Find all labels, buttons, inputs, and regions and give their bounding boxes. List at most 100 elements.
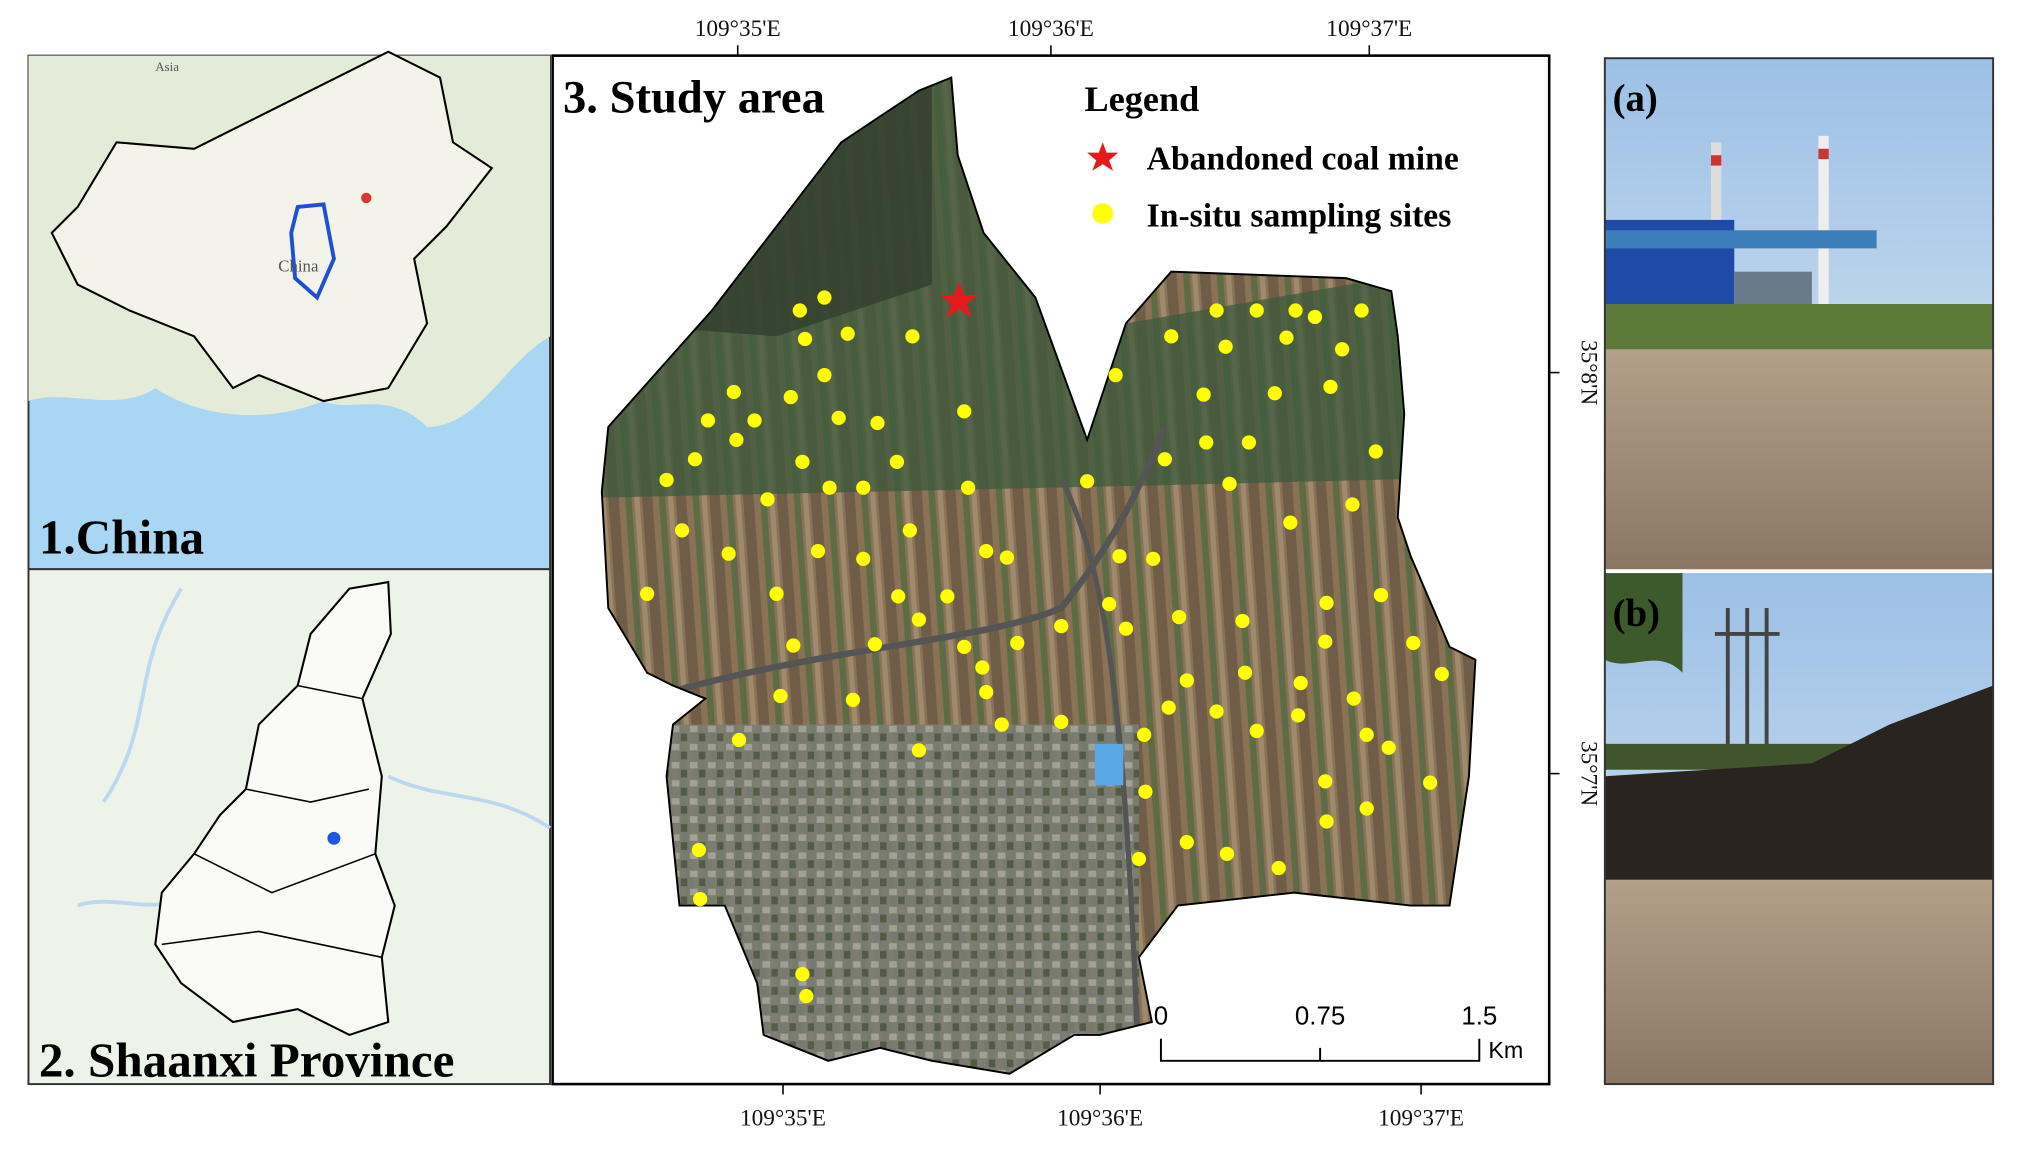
sampling-site [1054, 619, 1069, 634]
photo-label: (a) [1613, 77, 1658, 120]
sampling-site [731, 732, 747, 748]
sampling-site [979, 684, 994, 700]
sampling-site [840, 326, 855, 341]
sampling-site [721, 546, 736, 561]
sampling-site [726, 384, 741, 400]
sampling-site [1164, 329, 1179, 344]
sampling-site [817, 368, 832, 383]
sampling-site [795, 454, 810, 469]
sampling-site [994, 717, 1009, 732]
sampling-site [1102, 597, 1117, 612]
sampling-site [1359, 727, 1374, 742]
sampling-site [1241, 435, 1257, 450]
sampling-site [1080, 474, 1095, 489]
sampling-site [1235, 613, 1250, 629]
sampling-site [911, 743, 927, 758]
sampling-site [1199, 435, 1214, 450]
legend-item: Abandoned coal mine [1147, 140, 1459, 177]
sampling-site [1237, 665, 1253, 680]
sampling-site [1136, 727, 1152, 742]
sampling-site [747, 413, 762, 428]
sampling-site [1249, 723, 1264, 739]
sampling-site [1368, 444, 1383, 459]
sampling-site [1354, 303, 1369, 318]
sampling-site [911, 612, 927, 627]
legend-item: In-situ sampling sites [1147, 197, 1452, 234]
sampling-site [795, 967, 810, 982]
sampling-site [687, 452, 703, 467]
sampling-site [1209, 704, 1224, 719]
sampling-site [1179, 835, 1194, 850]
sampling-site [1108, 368, 1123, 383]
sampling-site [1249, 303, 1264, 318]
sampling-site [1334, 342, 1350, 357]
photo-label: (b) [1613, 592, 1660, 635]
sampling-site [773, 688, 788, 704]
sampling-site [1146, 551, 1161, 566]
sampling-site [867, 637, 883, 652]
sampling-site [1434, 666, 1449, 682]
sampling-site [905, 329, 920, 344]
sampling-site [817, 290, 832, 305]
sampling-site [870, 415, 885, 431]
sampling-site [1267, 386, 1282, 401]
sampling-site [975, 660, 990, 675]
scale-unit: Km [1488, 1037, 1523, 1063]
longitude-label: 109°37'E [1378, 1105, 1464, 1131]
latitude-label: 35°8'N [1576, 340, 1602, 405]
sampling-site [845, 692, 861, 707]
sampling-site [1319, 814, 1334, 829]
longitude-label: 109°36'E [1057, 1105, 1143, 1131]
longitude-label: 109°35'E [695, 16, 781, 42]
sampling-site [1010, 635, 1025, 651]
sampling-site [1318, 774, 1333, 789]
scale-label: 1.5 [1461, 1003, 1497, 1031]
sampling-site [891, 589, 906, 604]
sampling-site [1359, 801, 1374, 816]
sampling-site [1219, 846, 1235, 861]
sampling-site [769, 586, 784, 601]
sampling-site [810, 543, 826, 559]
scale-bar: 0 0.75 1.5 Km [1154, 1003, 1524, 1064]
longitude-label: 109°36'E [1008, 16, 1094, 42]
latitude-label: 35°7'N [1576, 741, 1602, 806]
china-panel: Asia China 1.China [27, 50, 552, 571]
sampling-site [691, 842, 707, 858]
sampling-site [1218, 339, 1233, 354]
sampling-site [1131, 851, 1147, 867]
sampling-site [729, 432, 744, 447]
shaanxi-panel: 2. Shaanxi Province [27, 568, 552, 1087]
sampling-site [792, 303, 807, 318]
sampling-site [639, 586, 655, 601]
sampling-site [1318, 634, 1333, 649]
sampling-site [999, 550, 1015, 565]
scale-label: 0.75 [1295, 1003, 1345, 1031]
longitude-label: 109°37'E [1326, 16, 1412, 42]
sampling-site [1118, 621, 1134, 636]
panel-label: 2. Shaanxi Province [39, 1032, 455, 1087]
panel-label: 3. Study area [563, 72, 825, 124]
sampling-site [960, 480, 976, 495]
sampling-site [700, 413, 716, 428]
sampling-site [1290, 708, 1306, 723]
photo-a: (a) [1604, 58, 1994, 570]
sampling-site [1179, 673, 1194, 688]
sampling-site [693, 891, 708, 907]
legend-title: Legend [1085, 79, 1200, 119]
map-label: Asia [155, 59, 179, 74]
sampling-site [1161, 700, 1176, 715]
sampling-site [831, 410, 846, 425]
graticule-ticks [736, 45, 1560, 1095]
sampling-site [1319, 595, 1334, 610]
study-area-panel: 3. Study area Legend Abandoned coal mine… [551, 16, 1602, 1131]
sampling-site [797, 331, 813, 347]
sampling-site [979, 543, 994, 559]
sampling-site [1054, 714, 1069, 729]
sampling-site [856, 480, 871, 495]
sampling-site [1222, 476, 1237, 491]
sampling-site [1346, 691, 1361, 706]
map-label: China [278, 257, 319, 276]
sampling-site [1406, 635, 1421, 651]
sampling-site [1307, 309, 1323, 325]
